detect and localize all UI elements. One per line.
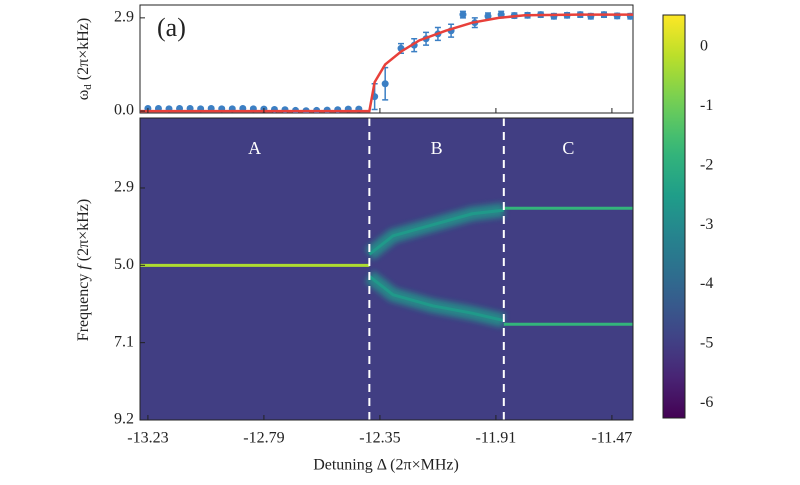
- colorbar-tick-label: -1: [700, 97, 713, 114]
- panel-label: (a): [157, 13, 186, 42]
- bottom-y-label: Frequency f (2π×kHz): [75, 199, 92, 341]
- y-tick-label: 9.2: [114, 411, 134, 428]
- region-label: B: [431, 138, 443, 158]
- heatmap: [140, 118, 633, 420]
- colorbar-tick-label: 0: [700, 38, 708, 55]
- top-y-label: ωd(2π×kHz): [75, 18, 94, 100]
- y-tick-label: 2.9: [114, 9, 134, 26]
- colorbar-tick-label: -4: [700, 275, 713, 292]
- y-tick-label: 0.0: [114, 102, 134, 119]
- region-label: A: [248, 138, 261, 158]
- y-tick-label: 7.1: [114, 333, 134, 350]
- x-tick-label: -12.79: [243, 430, 284, 447]
- x-label: Detuning Δ (2π×MHz): [313, 457, 459, 474]
- colorbar-tick-label: -3: [700, 216, 713, 233]
- ridge: [368, 275, 505, 323]
- top-panel: 0.0 2.9: [114, 4, 634, 119]
- colorbar-tick-label: -5: [700, 334, 713, 351]
- region-label: C: [562, 138, 574, 158]
- axes: A B C 2.9 5.0 7.1 9.2 -13.23 -12.79 -12.35 -11.91 -…: [114, 38, 713, 447]
- y-tick-label: 5.0: [114, 256, 134, 273]
- colorbar-tick-label: -6: [700, 394, 713, 411]
- fit-line: [140, 13, 633, 113]
- plot-content: [140, 10, 633, 113]
- colorbar: [662, 14, 686, 419]
- x-tick-label: -11.91: [476, 430, 517, 447]
- data-point: [484, 12, 492, 20]
- colorbar-tick-label: -2: [700, 156, 713, 173]
- x-tick-label: -13.23: [127, 430, 168, 447]
- plot-area: [139, 4, 634, 114]
- plot-frame: [139, 117, 634, 421]
- ridge: [368, 208, 504, 256]
- x-tick-label: -11.47: [592, 430, 633, 447]
- data-point: [381, 80, 389, 88]
- data-point: [459, 11, 467, 19]
- y-tick-label: 2.9: [114, 179, 134, 196]
- x-tick-label: -12.35: [359, 430, 400, 447]
